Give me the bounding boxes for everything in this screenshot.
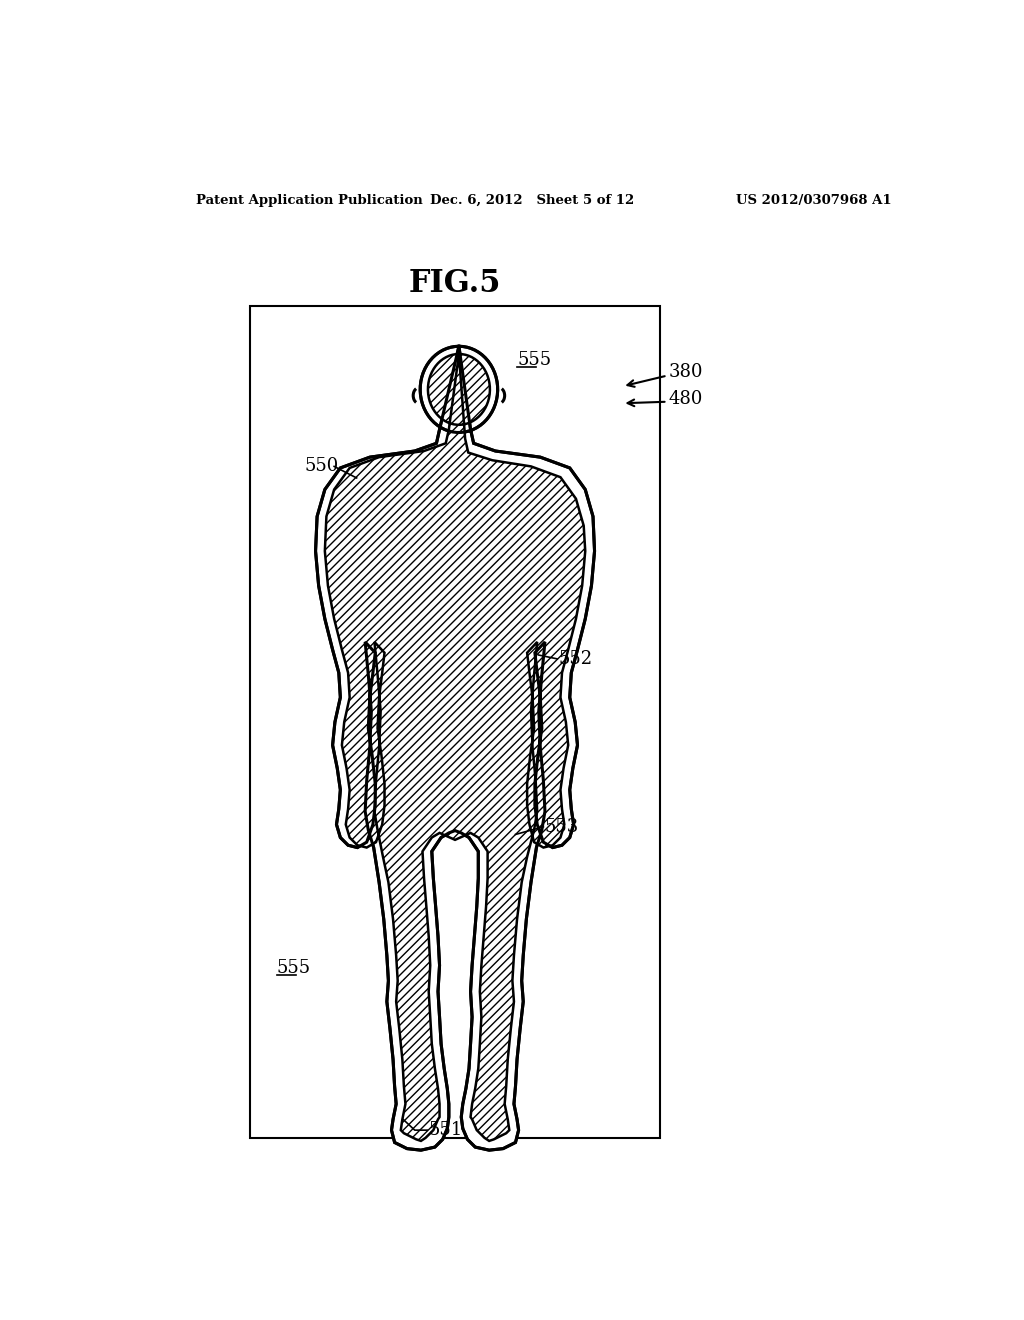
Text: 555: 555 <box>517 351 551 370</box>
Text: 555: 555 <box>276 960 311 977</box>
Text: Patent Application Publication: Patent Application Publication <box>197 194 423 207</box>
Text: 480: 480 <box>669 389 703 408</box>
Text: FIG.5: FIG.5 <box>409 268 501 298</box>
Text: 550: 550 <box>305 458 339 475</box>
Text: Dec. 6, 2012   Sheet 5 of 12: Dec. 6, 2012 Sheet 5 of 12 <box>430 194 635 207</box>
Bar <box>251 306 659 1138</box>
Text: 380: 380 <box>669 363 703 381</box>
Polygon shape <box>325 354 586 1140</box>
Text: 553: 553 <box>545 818 580 836</box>
Polygon shape <box>315 346 595 1150</box>
Text: 551: 551 <box>429 1121 463 1139</box>
Text: US 2012/0307968 A1: US 2012/0307968 A1 <box>736 194 892 207</box>
Text: 552: 552 <box>559 649 593 668</box>
